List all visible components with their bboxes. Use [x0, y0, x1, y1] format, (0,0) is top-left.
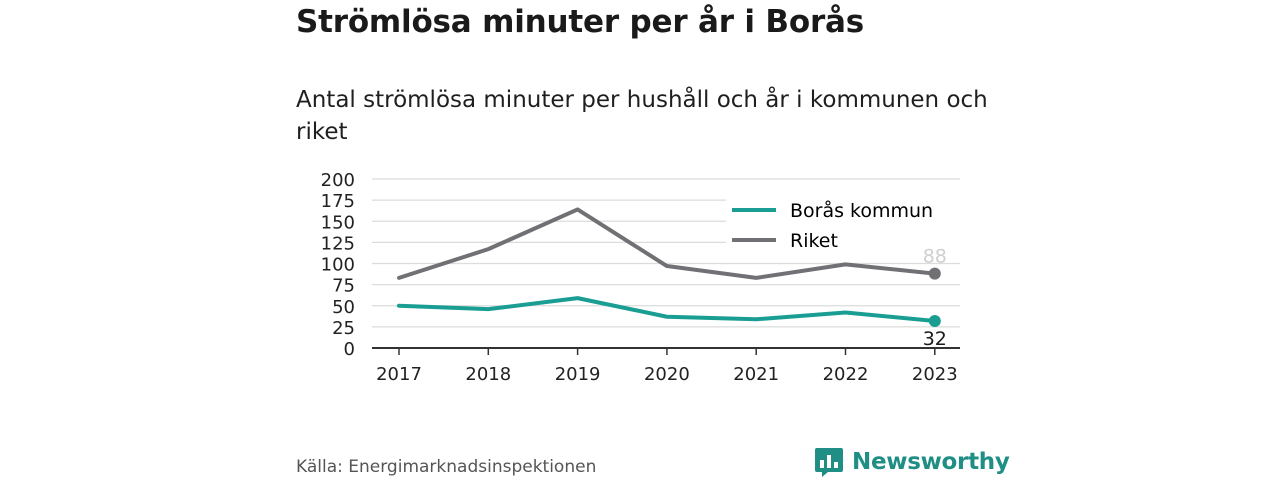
y-tick-label: 125	[321, 233, 355, 254]
brand-name: Newsworthy	[852, 449, 1010, 475]
newsworthy-logo-icon	[815, 448, 843, 477]
y-tick-label: 150	[321, 212, 355, 233]
x-tick-label: 2020	[644, 364, 690, 385]
chart-subtitle: Antal strömlösa minuter per hushåll och …	[296, 87, 988, 145]
y-tick-label: 50	[332, 297, 355, 318]
chart-title: Strömlösa minuter per år i Borås	[296, 4, 865, 40]
end-labels: 32 88	[923, 246, 947, 350]
end-label-riket: 88	[923, 246, 947, 268]
end-point-marker	[928, 267, 941, 280]
series-line-boras	[397, 296, 937, 323]
x-axis: 2017 2018 2019 2020 2021 2022 2023	[372, 347, 960, 385]
legend-label-riket: Riket	[790, 230, 838, 252]
y-tick-label: 100	[321, 255, 355, 276]
end-point-marker	[928, 314, 941, 327]
x-tick-label: 2023	[912, 364, 958, 385]
x-tick-label: 2022	[823, 364, 869, 385]
x-tick-label: 2018	[465, 364, 511, 385]
series-line-riket	[397, 207, 937, 280]
x-tick-label: 2017	[376, 364, 422, 385]
chart-legend: Borås kommun Riket	[726, 196, 960, 254]
y-tick-label: 0	[344, 339, 355, 360]
brand-logo: Newsworthy	[814, 446, 1010, 478]
legend-label-boras: Borås kommun	[790, 199, 933, 222]
legend-background	[726, 196, 960, 254]
x-tick-label: 2019	[555, 364, 601, 385]
y-tick-label: 75	[332, 276, 355, 297]
series-lines	[397, 207, 941, 327]
y-tick-label: 200	[321, 170, 355, 191]
y-tick-label: 25	[332, 318, 355, 339]
source-note: Källa: Energimarknadsinspektionen	[296, 457, 597, 477]
x-tick-label: 2021	[733, 364, 779, 385]
end-label-boras: 32	[923, 328, 947, 350]
y-tick-label: 175	[321, 191, 355, 212]
